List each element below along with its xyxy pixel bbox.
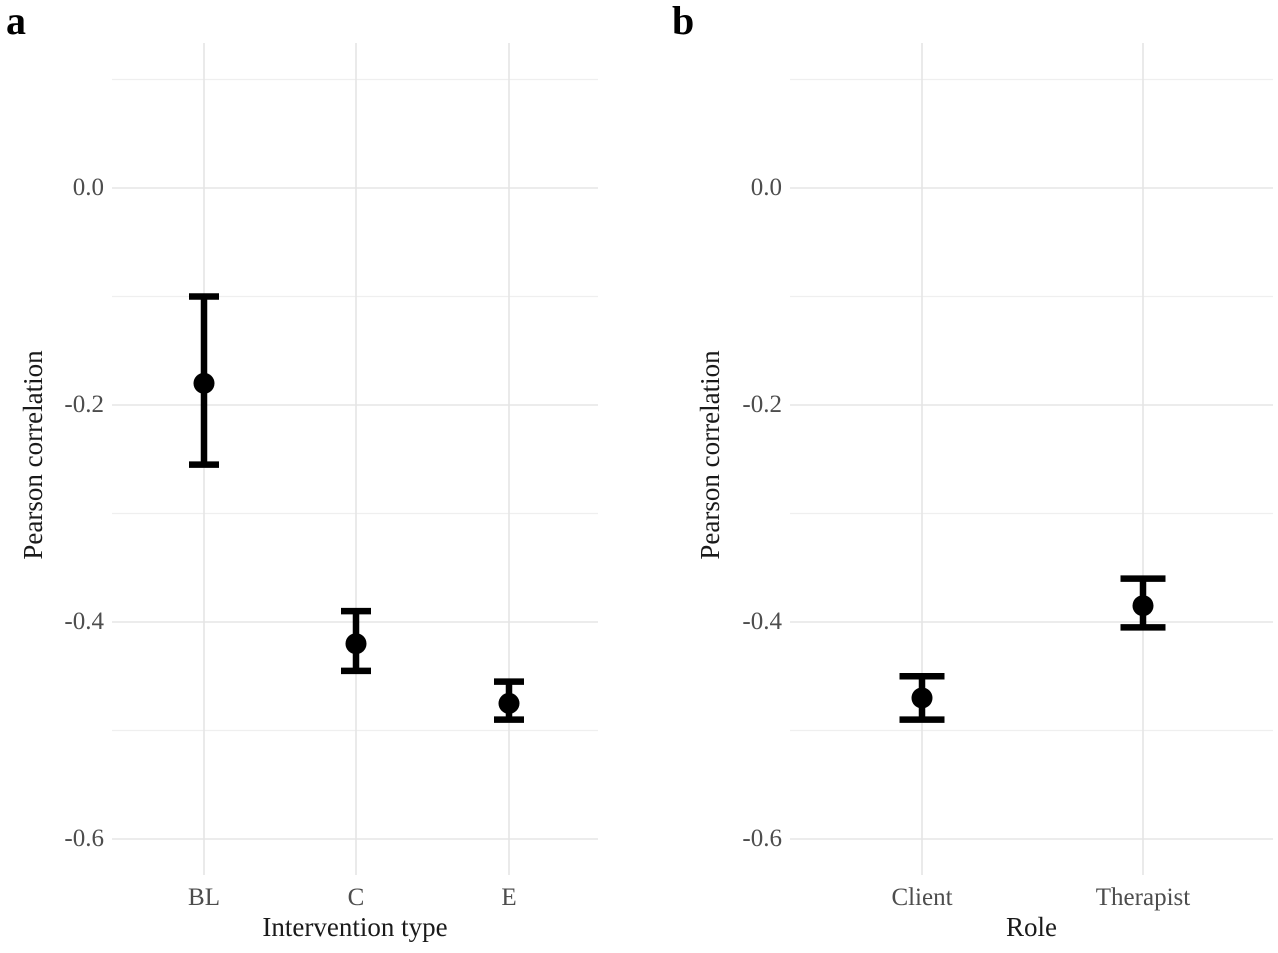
point-e — [498, 692, 520, 714]
panel-a-plot-area — [112, 43, 598, 875]
panel-a-letter: a — [6, 0, 26, 43]
panel-b-letter: b — [672, 0, 695, 43]
y-tick-label: -0.4 — [742, 608, 782, 635]
y-axis-title: Pearson correlation — [18, 350, 48, 560]
y-tick-label: 0.0 — [72, 174, 104, 201]
x-category-label-client: Client — [891, 884, 953, 911]
point-c — [345, 633, 367, 655]
y-tick-label: -0.2 — [742, 391, 782, 418]
x-axis-title: Role — [1006, 912, 1057, 942]
y-tick-label: -0.4 — [64, 608, 104, 635]
x-category-label-therapist: Therapist — [1095, 884, 1191, 911]
point-therapist — [1132, 595, 1154, 617]
y-tick-label: -0.6 — [64, 825, 104, 852]
y-tick-label: -0.6 — [742, 825, 782, 852]
point-client — [911, 687, 933, 709]
y-tick-label: 0.0 — [750, 174, 782, 201]
x-category-label-bl: BL — [188, 884, 220, 911]
x-axis-title: Intervention type — [262, 912, 448, 942]
y-axis-title: Pearson correlation — [695, 350, 725, 560]
point-bl — [193, 372, 215, 394]
y-tick-label: -0.2 — [64, 391, 104, 418]
x-category-label-e: E — [501, 884, 517, 911]
panel-b-plot-area — [790, 43, 1273, 875]
x-category-label-c: C — [347, 884, 365, 911]
